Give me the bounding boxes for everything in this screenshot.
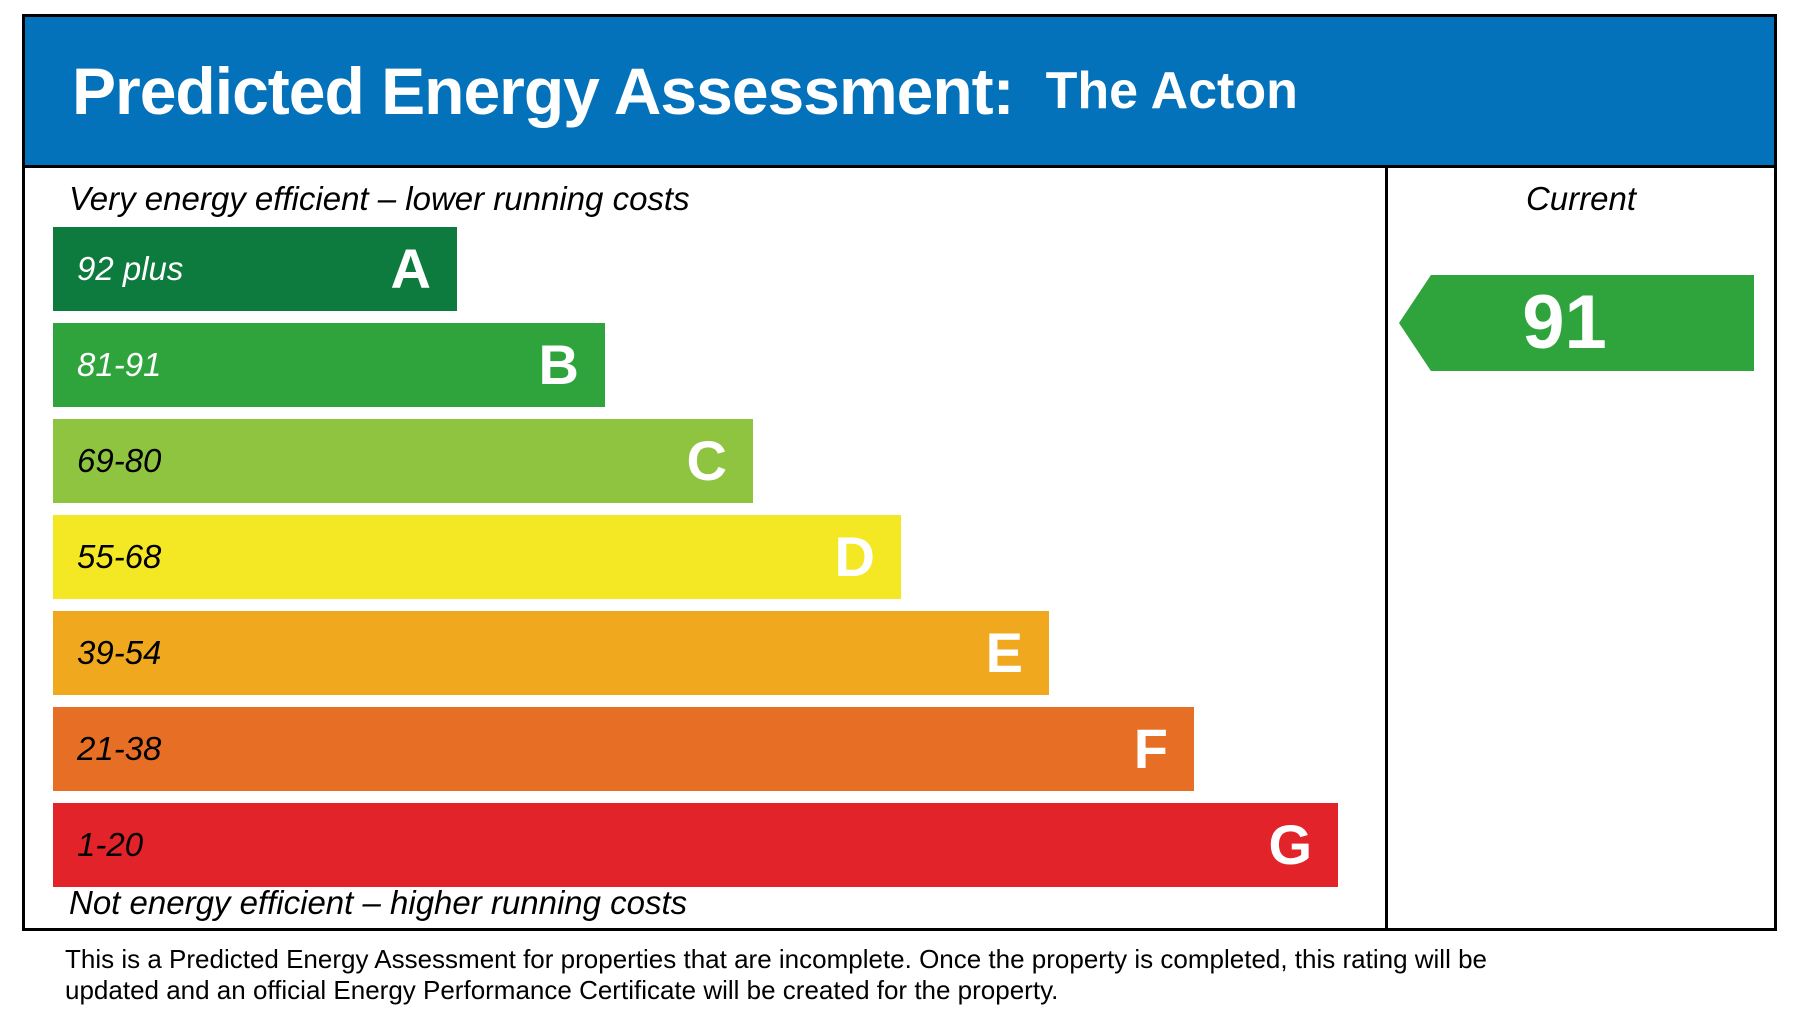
epc-band: 21-38 F <box>53 707 1194 791</box>
epc-band-range: 1-20 <box>77 826 144 863</box>
current-rating-arrow: 91 <box>1399 275 1754 371</box>
epc-band: 39-54 E <box>53 611 1049 695</box>
page-title: Predicted Energy Assessment: <box>72 54 1015 128</box>
bottom-axis-label: Not energy efficient – higher running co… <box>69 884 688 921</box>
epc-band-letter: A <box>390 237 431 300</box>
epc-band-letter: G <box>1268 813 1312 876</box>
epc-band-letter: B <box>538 333 579 396</box>
top-axis-label: Very energy efficient – lower running co… <box>69 180 690 217</box>
epc-band-range: 69-80 <box>77 442 162 479</box>
epc-bands: 92 plus A 81-91 B 69-80 C 55-68 D 39-54 … <box>53 227 1338 899</box>
epc-certificate: Predicted Energy Assessment: The Acton V… <box>22 14 1777 931</box>
epc-band-range: 92 plus <box>77 250 184 287</box>
epc-band-letter: C <box>686 429 727 492</box>
current-column-title: Current <box>1525 180 1637 217</box>
epc-band-range: 81-91 <box>77 346 162 383</box>
rating-chart: Very energy efficient – lower running co… <box>25 168 1385 928</box>
certificate-body: Very energy efficient – lower running co… <box>25 168 1774 928</box>
property-name: The Acton <box>1045 62 1298 120</box>
epc-band: 69-80 C <box>53 419 753 503</box>
header: Predicted Energy Assessment: The Acton <box>25 17 1774 168</box>
current-column: Current 91 <box>1385 168 1774 928</box>
epc-band-range: 55-68 <box>77 538 162 575</box>
epc-band: 92 plus A <box>53 227 457 311</box>
epc-band-range: 39-54 <box>77 634 162 671</box>
epc-band-letter: D <box>834 525 875 588</box>
epc-band-letter: E <box>985 621 1023 684</box>
footer-note: This is a Predicted Energy Assessment fo… <box>65 944 1488 1005</box>
epc-band: 55-68 D <box>53 515 901 599</box>
epc-band: 81-91 B <box>53 323 605 407</box>
epc-band: 1-20 G <box>53 803 1338 887</box>
epc-band-letter: F <box>1133 717 1168 780</box>
epc-band-range: 21-38 <box>77 730 162 767</box>
current-rating-value: 91 <box>1522 280 1607 365</box>
